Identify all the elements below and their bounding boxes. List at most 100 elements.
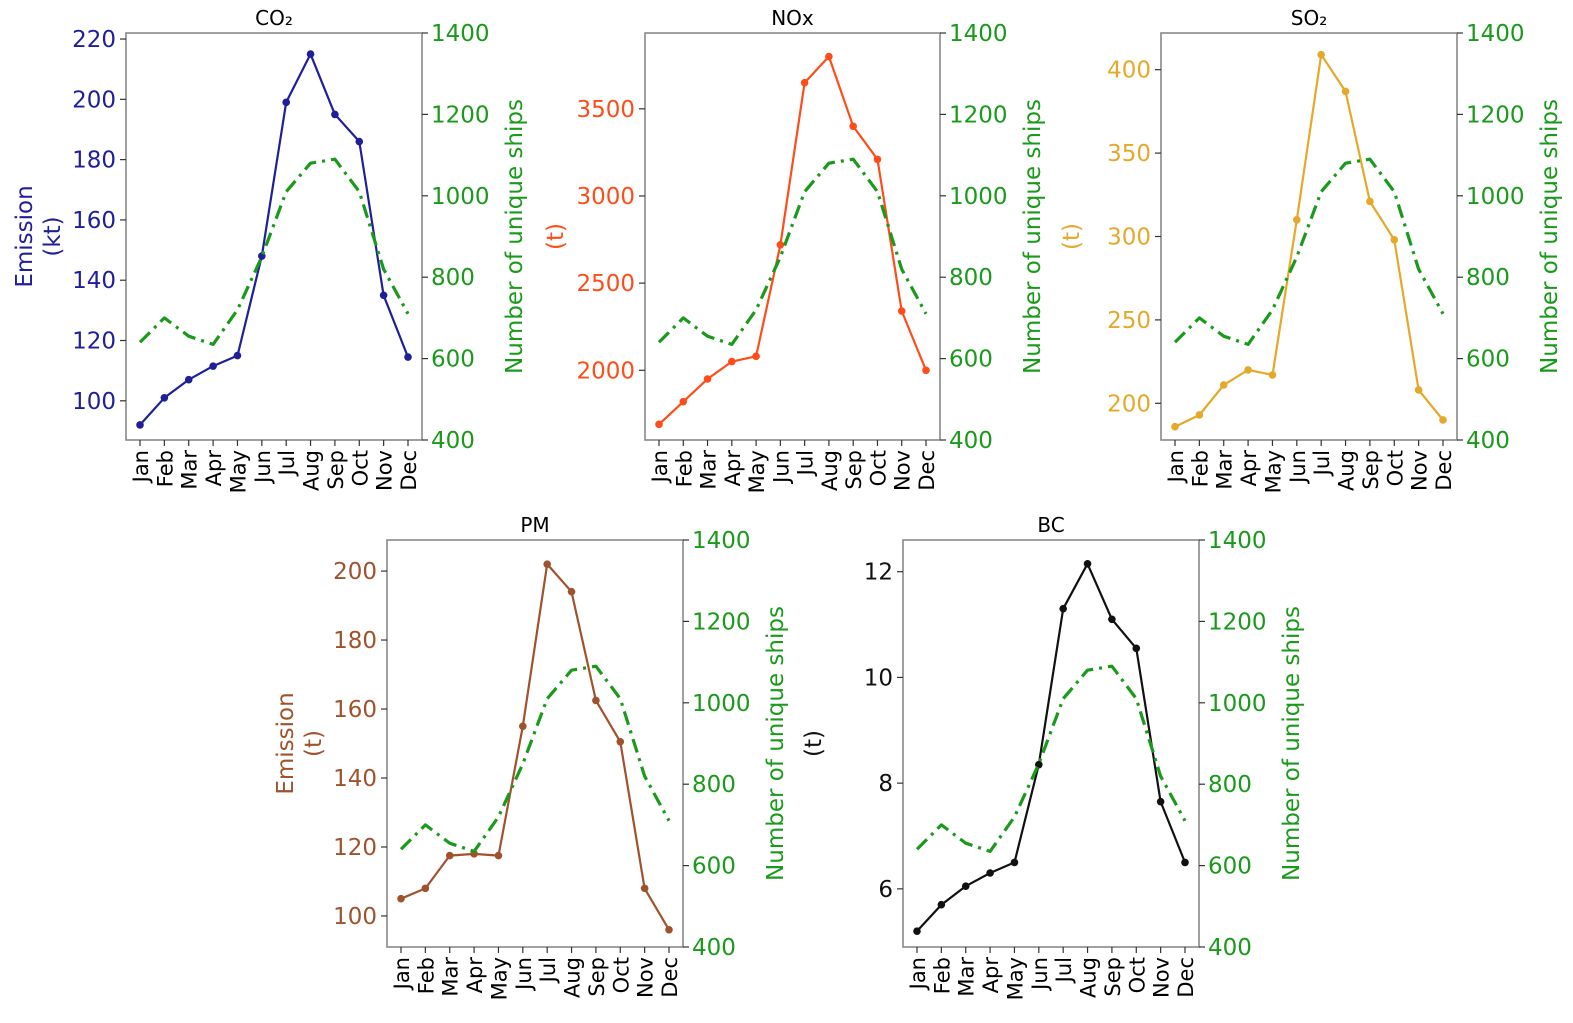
y2-tick-label: 1400 [692, 528, 751, 554]
x-tick-label: Oct [348, 450, 372, 486]
x-tick-label: Jun [1286, 450, 1310, 485]
x-tick-label: Nov [373, 450, 397, 491]
emission-point [421, 884, 430, 893]
y2-axis-label: Number of unique ships [763, 606, 789, 881]
emission-point [1293, 216, 1301, 224]
y2-tick-label: 600 [692, 854, 736, 880]
y2-tick-label: 400 [1466, 428, 1510, 454]
y-tick-label: 100 [333, 904, 377, 930]
y-tick-label: 100 [72, 389, 116, 415]
emission-point [1219, 381, 1228, 389]
chart-title: PM [520, 513, 549, 537]
x-tick-label: Jun [769, 450, 793, 485]
x-tick-label: Oct [1383, 450, 1407, 486]
x-tick-label: Feb [672, 450, 696, 487]
emission-point [703, 375, 712, 383]
x-tick-label: Nov [1408, 450, 1432, 491]
emission-point [445, 851, 454, 860]
emission-point [306, 50, 315, 58]
emission-point [1366, 197, 1374, 206]
emission-point [233, 351, 242, 360]
x-tick-label: Jan [390, 957, 414, 991]
x-tick-label: Apr [721, 450, 745, 487]
emission-point [1059, 604, 1067, 613]
y-tick-label: 300 [1107, 225, 1151, 251]
emission-line [400, 562, 670, 931]
y2-tick-label: 1200 [431, 102, 490, 128]
plot-frame [386, 539, 684, 948]
y-tick-label: 400 [1107, 58, 1151, 84]
y2-tick-label: 400 [1208, 935, 1252, 961]
x-tick-label: Aug [1077, 957, 1101, 998]
y2-tick-label: 1200 [949, 102, 1008, 128]
chart-panel-co2: CO₂ 100 120 140 160 180 200 220 400 600 800 1000 120… [12, 6, 528, 493]
x-tick-label: Dec [915, 450, 939, 491]
y-tick-label: 200 [72, 87, 116, 113]
emission-point [184, 375, 193, 384]
emission-point [209, 362, 217, 370]
x-tick-label: Apr [979, 957, 1003, 994]
x-tick-label: May [1261, 450, 1285, 493]
emission-point [136, 421, 144, 429]
x-tick-label: Dec [1432, 450, 1456, 491]
y-tick-label: 160 [72, 208, 116, 234]
emission-point [1132, 644, 1141, 653]
x-tick-label: Sep [1359, 450, 1383, 490]
x-tick-label: Jan [648, 450, 672, 484]
chart-title: SO₂ [1291, 6, 1327, 30]
y2-axis-label: Number of unique ships [1279, 606, 1305, 881]
emission-point [655, 420, 663, 429]
x-tick-label: Mar [439, 957, 463, 997]
emission-point [1244, 366, 1252, 374]
emission-point [640, 884, 649, 893]
y2-tick-label: 1000 [1208, 691, 1267, 717]
x-tick-label: Jun [1028, 957, 1052, 992]
x-tick-label: Dec [1174, 957, 1198, 998]
x-tick-label: Jul [536, 957, 560, 984]
x-tick-label: Dec [658, 957, 682, 998]
x-tick-label: Jun [251, 450, 275, 485]
y-tick-label: 220 [72, 27, 116, 53]
y2-tick-label: 600 [431, 347, 475, 373]
emission-point [776, 240, 785, 249]
ships-line [138, 157, 410, 346]
emission-point [616, 737, 625, 746]
emission-point [1035, 760, 1043, 769]
y-axis-label-line: (kt) [40, 216, 66, 256]
x-tick-label: Mar [697, 450, 721, 490]
emission-point [961, 882, 970, 891]
x-tick-label: Nov [1150, 957, 1174, 998]
x-tick-label: Feb [414, 957, 438, 994]
x-tick-label: Mar [178, 450, 202, 490]
emission-point [752, 352, 760, 361]
emission-point [543, 560, 551, 568]
emission-point [897, 307, 906, 315]
y2-tick-label: 1000 [431, 184, 490, 210]
emission-point [379, 291, 388, 300]
emission-point [1108, 615, 1116, 624]
chart-panel-bc: BC 6 8 10 12 400 600 800 1000 1200 1400 Jan Feb Mar Ap… [801, 513, 1305, 1000]
x-tick-label: Mar [955, 957, 979, 997]
x-tick-label: Jun [512, 957, 536, 992]
emission-point [397, 894, 405, 903]
y2-tick-label: 400 [692, 935, 736, 961]
chart-title: NOx [771, 6, 814, 30]
x-tick-label: Sep [324, 450, 348, 490]
y2-tick-label: 600 [1466, 347, 1510, 373]
y-axis-label-line: Emission [273, 692, 299, 794]
y2-tick-label: 1000 [949, 184, 1008, 210]
y-axis-label-line: (t) [1059, 223, 1085, 250]
emission-line [1174, 53, 1444, 428]
y2-tick-label: 1200 [692, 609, 751, 635]
y2-tick-label: 400 [431, 428, 475, 454]
plot-frame [125, 32, 423, 441]
x-tick-label: May [745, 450, 769, 493]
emission-point [1010, 858, 1019, 867]
emission-point [1317, 50, 1325, 59]
plot-frame [1160, 32, 1458, 441]
y2-tick-label: 1400 [1208, 528, 1267, 554]
y-tick-label: 120 [72, 329, 116, 355]
emission-point [825, 52, 833, 61]
